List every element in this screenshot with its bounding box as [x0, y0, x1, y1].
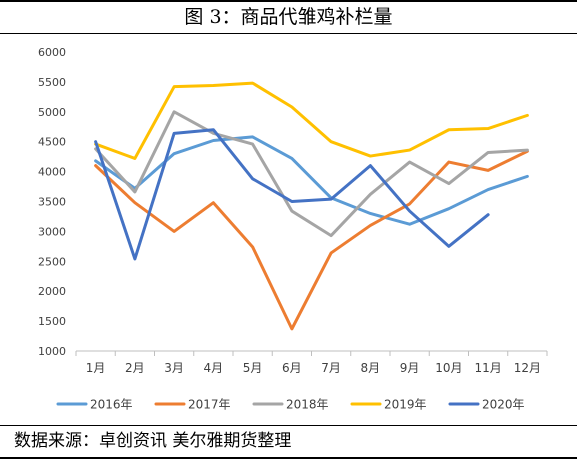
series-line-2: [94, 110, 529, 238]
x-tick-label: 4月: [204, 361, 224, 375]
x-tick-label: 1月: [86, 361, 106, 375]
data-source-note: 数据来源：卓创资讯 美尔雅期货整理: [0, 425, 577, 459]
x-tick-label: 2月: [125, 361, 145, 375]
y-tick-label: 4000: [38, 166, 66, 179]
legend-label: 2019年: [384, 398, 427, 412]
y-tick-label: 1000: [38, 345, 66, 358]
y-tick-label: 3500: [38, 196, 66, 209]
x-tick-label: 12月: [514, 361, 541, 375]
series-line-0: [94, 135, 529, 226]
series-line-3: [94, 81, 529, 160]
y-tick-label: 3000: [38, 225, 66, 238]
legend: 2016年 2017年 2018年 2019年 2020年: [56, 398, 525, 412]
x-tick-label: 11月: [474, 361, 501, 375]
x-tick-label: 9月: [400, 361, 420, 375]
legend-label: 2017年: [188, 398, 231, 412]
legend-label: 2020年: [482, 398, 525, 412]
series-line-4: [94, 128, 490, 261]
x-tick-label: 3月: [164, 361, 184, 375]
x-tick-label: 5月: [243, 361, 263, 375]
y-tick-label: 6000: [38, 46, 66, 59]
chart-area: 1000 1500 2000 2500 3000 3500 4000 4500 5000 5500…: [0, 34, 577, 425]
series-line-1: [94, 149, 529, 331]
x-tick-label: 8月: [361, 361, 381, 375]
x-tick-label: 7月: [321, 361, 341, 375]
y-tick-label: 1500: [38, 315, 66, 328]
y-tick-label: 5000: [38, 106, 66, 119]
y-tick-label: 2500: [38, 255, 66, 268]
series-layer: [94, 81, 529, 331]
chart-title: 图 3：商品代雏鸡补栏量: [0, 0, 577, 34]
y-tick-label: 2000: [38, 285, 66, 298]
y-tick-label: 4500: [38, 136, 66, 149]
line-chart: 1000 1500 2000 2500 3000 3500 4000 4500 5000 5500…: [38, 46, 548, 412]
x-tick-label: 10月: [435, 361, 462, 375]
y-tick-label: 5500: [38, 76, 66, 89]
x-tick-label: 6月: [282, 361, 302, 375]
legend-label: 2016年: [90, 398, 133, 412]
axes: 1000 1500 2000 2500 3000 3500 4000 4500 5000 5500…: [38, 46, 548, 375]
legend-label: 2018年: [286, 398, 329, 412]
